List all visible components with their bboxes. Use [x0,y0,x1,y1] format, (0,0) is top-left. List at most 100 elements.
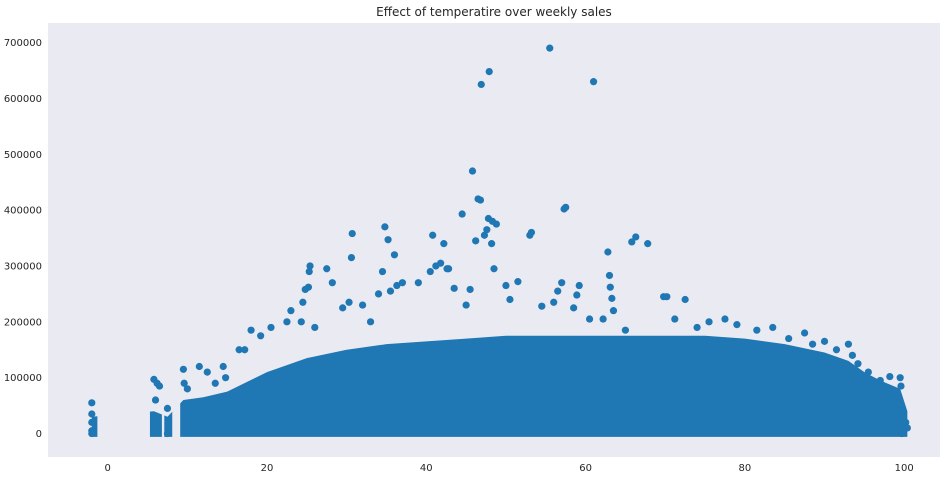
data-point [179,365,187,373]
data-point [693,323,701,332]
y-tick-label: 0 [36,429,42,440]
y-tick-label: 200000 [4,317,42,328]
density-gap [97,394,150,438]
data-point [151,396,160,404]
data-point [211,379,219,387]
x-tick-label: 0 [105,463,111,474]
data-point [896,374,904,382]
data-point [366,318,375,326]
data-point [311,323,319,332]
data-point [450,284,458,292]
data-point [472,237,480,245]
data-point [832,346,841,354]
data-point [599,315,607,323]
data-point [753,326,761,334]
data-point [247,326,255,334]
data-point [550,298,558,306]
data-point [671,315,679,323]
data-point [644,240,652,248]
data-point [538,302,546,310]
data-point [183,385,191,393]
data-point [88,429,96,438]
y-tick-label: 700000 [4,38,42,49]
data-point [575,281,583,290]
data-point [506,295,514,304]
data-point [492,220,500,228]
data-point [180,418,188,426]
data-point [398,279,407,287]
data-point [304,283,313,291]
data-point [163,429,172,438]
data-point [604,248,612,256]
data-point [502,281,510,290]
data-point [393,281,401,290]
data-point [437,259,445,267]
x-tick-label: 40 [420,463,433,474]
density-band-area [91,335,908,437]
data-point [203,368,211,376]
x-axis-ticks: 0 20 40 60 80 100 [105,463,914,474]
data-points [88,44,911,438]
data-point [554,287,562,295]
y-tick-label: 100000 [4,373,42,384]
data-point [844,340,853,348]
data-point [628,238,636,246]
data-point [898,429,906,438]
y-axis-ticks: 0 100000 200000 300000 400000 500000 600000 700… [4,38,42,440]
data-point [808,340,817,348]
data-point [374,290,383,298]
density-gap [172,394,181,438]
data-point [88,410,96,418]
data-point [390,251,399,259]
data-point [466,285,474,294]
data-point [902,418,910,426]
data-point [347,253,356,262]
data-point [283,318,291,326]
data-point [721,315,729,323]
data-point [585,315,594,323]
data-point [606,283,614,291]
data-point [462,301,470,309]
data-point [287,307,295,315]
data-point [848,351,856,359]
data-point [378,267,387,276]
data-point [632,233,640,241]
data-point [181,402,189,410]
data-point [163,404,172,413]
data-point [297,318,305,326]
data-point [386,287,395,295]
density-band [91,335,908,438]
y-tick-label: 600000 [4,94,42,105]
data-point [155,382,164,390]
data-point [886,372,894,381]
data-point [195,362,203,371]
data-point [384,236,392,244]
density-gap [161,394,165,438]
data-point [573,291,581,299]
data-point [222,374,230,382]
x-tick-label: 60 [579,463,592,474]
data-point [477,80,485,89]
data-point [476,196,485,204]
data-point [897,382,905,390]
y-tick-label: 300000 [4,261,42,272]
data-point [820,337,829,345]
data-point [348,229,356,238]
data-point [681,295,689,304]
data-point [440,240,448,248]
data-point [305,267,313,276]
data-point [898,407,907,415]
data-point [562,203,570,211]
data-point [414,279,422,287]
data-point [589,78,598,86]
data-point [358,301,367,309]
data-point [429,231,437,239]
data-point [705,318,713,326]
data-point [570,304,578,312]
data-point [785,334,793,343]
data-point [299,298,307,306]
data-point [864,368,872,376]
data-point [306,262,314,270]
data-point [558,279,566,287]
